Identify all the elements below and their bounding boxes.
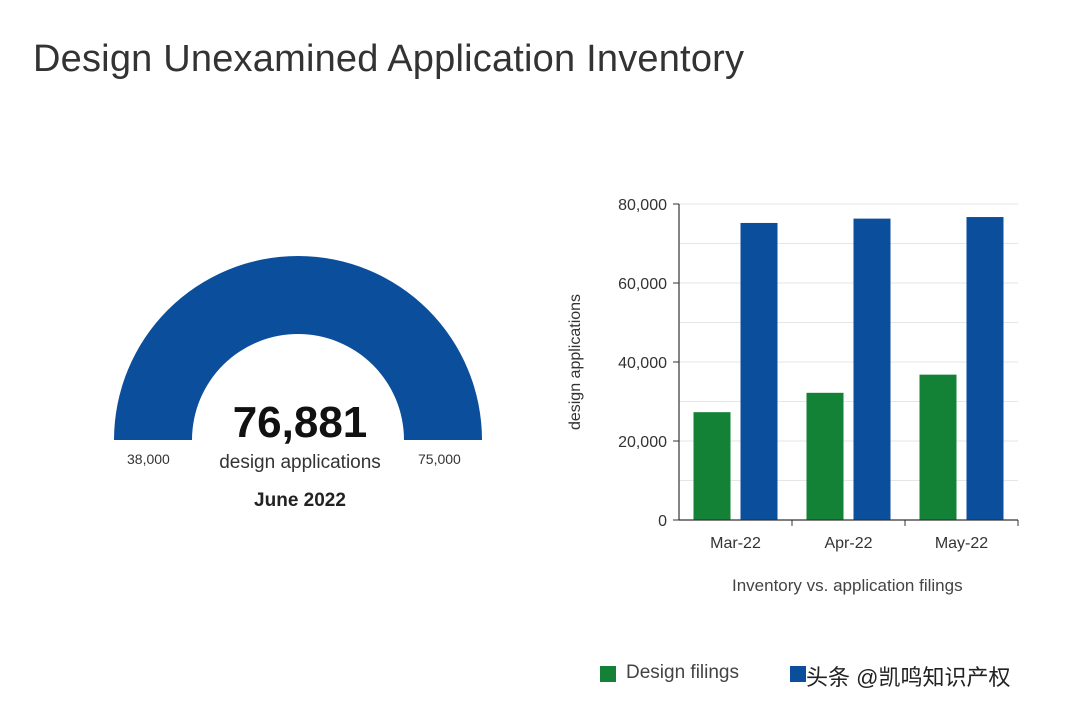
- gauge-value: 76,881: [232, 398, 368, 447]
- bar-inventory-apr-22: [853, 218, 891, 521]
- legend-swatch-inventory: [790, 666, 806, 682]
- y-tick-label: 0: [658, 513, 667, 530]
- watermark-text: 头条 @凯鸣知识产权: [806, 665, 1011, 690]
- axes: Mar-22 Apr-22 May-22 0 20,000 40,000 60,000 80,…: [567, 197, 1019, 552]
- x-tick-label: May-22: [935, 535, 988, 552]
- y-axis-label: design applications: [567, 294, 584, 430]
- y-tick-label: 80,000: [618, 197, 667, 214]
- bar-design-filings-may-22: [919, 374, 957, 520]
- gauge-min-label: 38,000: [127, 451, 170, 467]
- bar-design-filings-apr-22: [806, 392, 844, 520]
- gauge-chart: 76,881 design applications June 2022 38,…: [90, 230, 510, 530]
- grid-lines: [679, 203, 1018, 481]
- bar-design-filings-mar-22: [693, 412, 731, 520]
- y-tick-label: 60,000: [618, 276, 667, 293]
- y-tick-label: 40,000: [618, 355, 667, 372]
- gauge-arc: [114, 256, 482, 440]
- bar-chart: Mar-22 Apr-22 May-22 0 20,000 40,000 60,000 80,…: [567, 197, 1019, 552]
- gauge-date: June 2022: [254, 490, 346, 511]
- x-tick-label: Apr-22: [824, 535, 872, 552]
- y-tick-label: 20,000: [618, 434, 667, 451]
- bars: [693, 217, 1004, 521]
- legend-label-design-filings: Design filings: [626, 662, 739, 683]
- gauge-max-label: 75,000: [418, 451, 461, 467]
- gauge-svg: [114, 256, 482, 440]
- x-tick-label: Mar-22: [710, 535, 761, 552]
- bar-inventory-mar-22: [740, 222, 778, 520]
- bar-inventory-may-22: [966, 217, 1004, 520]
- page-title: Design Unexamined Application Inventory: [33, 38, 745, 80]
- chart-x-label: Inventory vs. application filings: [732, 576, 963, 595]
- gauge-unit-label: design applications: [219, 452, 381, 473]
- legend-swatch-design-filings: [600, 666, 616, 682]
